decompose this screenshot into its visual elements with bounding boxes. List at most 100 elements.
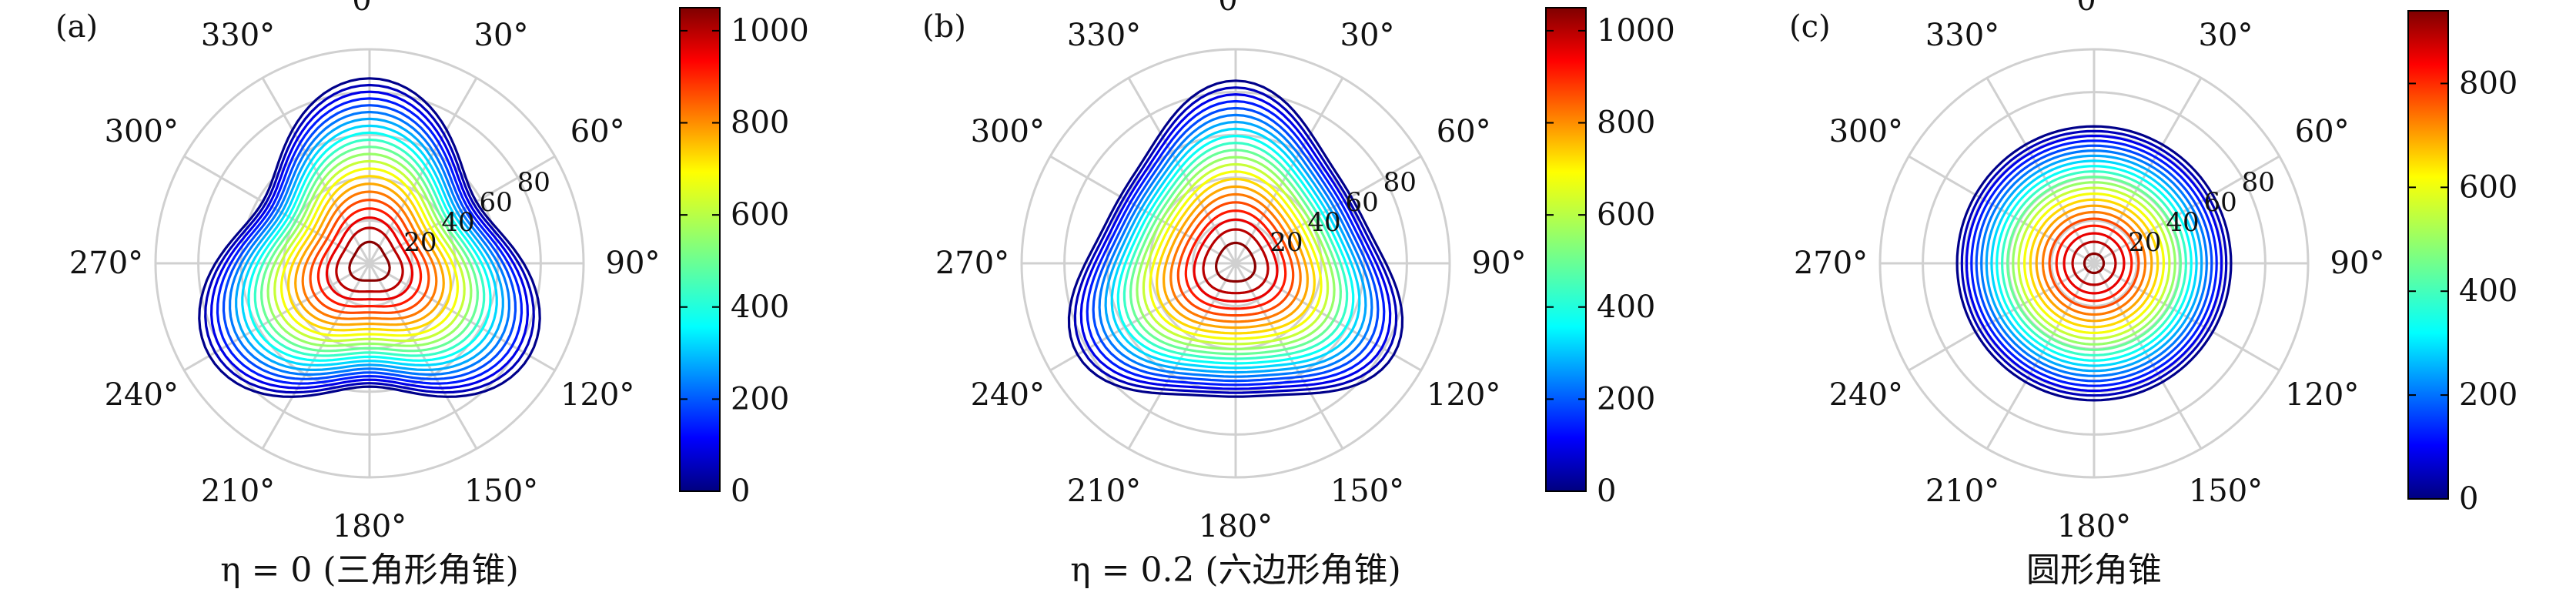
angular-tick: 0° xyxy=(1218,0,1253,18)
colorbar-tick: 600 xyxy=(731,197,789,233)
colorbar-ticks xyxy=(680,29,720,492)
angular-tick: 180° xyxy=(2057,509,2131,544)
contour-line xyxy=(279,167,460,337)
panel-b: (b) 0° 30° 60° 90° 120° 150° 180° 210° 2… xyxy=(922,0,1675,590)
colorbar-tick: 800 xyxy=(2459,65,2517,101)
angular-tick: 120° xyxy=(2285,377,2359,413)
contour-line xyxy=(286,175,453,332)
contour-line xyxy=(1176,201,1295,317)
contour-line xyxy=(2029,198,2159,329)
contour-line xyxy=(348,240,391,282)
panel-label: (a) xyxy=(55,9,98,45)
panel-caption: η = 0 (三角形角锥) xyxy=(220,550,519,590)
angular-tick: 210° xyxy=(1925,474,1999,509)
angular-tick: 90° xyxy=(2330,246,2385,281)
colorbar-tick: 800 xyxy=(731,105,789,141)
colorbar-tick: 400 xyxy=(731,289,789,325)
grid-spoke xyxy=(1234,77,1344,264)
contour-line xyxy=(204,83,535,394)
angular-tick: 150° xyxy=(1330,474,1404,509)
contour-line xyxy=(1975,144,2213,383)
radial-tick-labels: 20 40 60 80 xyxy=(403,167,550,258)
angular-tick: 60° xyxy=(2295,114,2350,149)
colorbar-tick: 600 xyxy=(1597,197,1655,233)
colorbar-gradient xyxy=(2407,10,2449,500)
colorbar-tick-labels: 0 200 400 600 800 1000 xyxy=(731,13,809,509)
grid-spoke xyxy=(1127,77,1237,264)
angular-tick: 120° xyxy=(560,377,634,413)
contour-lines xyxy=(198,77,541,398)
angular-tick: 90° xyxy=(606,246,661,281)
panel-caption: 圆形角锥 xyxy=(2026,550,2162,590)
contour-line xyxy=(2000,169,2188,357)
panel-c: (c) 0° 30° 60° 90° 120° 150° 180° 210° 2… xyxy=(1789,0,2517,590)
contour-line xyxy=(228,110,511,376)
contour-line xyxy=(2071,240,2117,286)
colorbar-tick: 200 xyxy=(1597,381,1655,417)
contour-line xyxy=(1092,106,1380,383)
contour-line xyxy=(273,159,466,343)
radial-tick: 60 xyxy=(2203,187,2236,218)
polar-grid xyxy=(1878,48,2310,479)
colorbar-ticks xyxy=(1546,29,1586,492)
contour-line xyxy=(1970,139,2218,387)
contour-line xyxy=(253,138,486,357)
angular-tick: 210° xyxy=(1067,474,1141,509)
contour-line xyxy=(325,216,414,301)
contour-line xyxy=(2048,217,2140,310)
contour-line xyxy=(1104,120,1367,374)
colorbar-tick: 200 xyxy=(2459,377,2517,413)
contour-line xyxy=(1980,149,2208,377)
contour-line xyxy=(1079,92,1392,390)
angular-tick: 240° xyxy=(105,377,179,413)
colorbar: 0 200 400 600 800 1000 xyxy=(1545,7,1675,509)
contour-line xyxy=(198,77,541,398)
contour-line xyxy=(1996,165,2193,362)
contour-line xyxy=(1067,79,1404,398)
radial-tick: 80 xyxy=(517,167,550,198)
angular-tick: 150° xyxy=(2189,474,2263,509)
colorbar-ticks xyxy=(2408,82,2448,500)
angular-tick: 300° xyxy=(105,114,179,149)
colorbar-tick: 1000 xyxy=(731,13,809,49)
contour-line xyxy=(2041,210,2147,316)
angular-tick-labels: 0° 30° 60° 90° 120° 150° 180° 210° 240° … xyxy=(1794,0,2385,544)
contour-line xyxy=(1136,156,1336,350)
contour-line xyxy=(294,182,445,326)
angular-tick: 270° xyxy=(1794,246,1868,281)
angular-tick: 270° xyxy=(935,246,1009,281)
grid-spoke xyxy=(1234,263,1344,450)
panel-label: (b) xyxy=(922,9,966,45)
angular-tick-labels: 0° 30° 60° 90° 120° 150° 180° 210° 240° … xyxy=(69,0,661,544)
contour-line xyxy=(1960,129,2228,397)
radial-tick: 80 xyxy=(2242,167,2275,198)
polar-plot: 0° 30° 60° 90° 120° 150° 180° 210° 240° … xyxy=(69,0,661,544)
contour-line xyxy=(241,124,498,367)
colorbar-tick: 800 xyxy=(1597,105,1655,141)
grid-spoke xyxy=(1235,155,1422,265)
angular-tick: 30° xyxy=(474,18,529,53)
angular-tick: 0° xyxy=(2076,0,2111,18)
radial-tick: 20 xyxy=(2128,227,2161,258)
colorbar-tick: 1000 xyxy=(1597,13,1675,49)
colorbar: 0 200 400 600 800 xyxy=(2407,10,2517,517)
contour-line xyxy=(309,198,430,314)
panel-label: (c) xyxy=(1789,9,1831,45)
angular-tick: 90° xyxy=(1472,246,1527,281)
panel-caption: η = 0.2 (六边形角锥) xyxy=(1070,550,1401,590)
colorbar-tick: 0 xyxy=(731,474,750,509)
contour-lines xyxy=(1067,79,1404,398)
contour-line xyxy=(1184,209,1287,310)
contour-line xyxy=(2006,175,2183,352)
radial-tick: 20 xyxy=(1270,227,1303,258)
contour-line xyxy=(1214,241,1257,283)
contour-lines xyxy=(1955,125,2233,402)
colorbar-tick: 600 xyxy=(2459,169,2517,205)
contour-line xyxy=(1073,86,1398,394)
contour-line xyxy=(1122,141,1349,360)
angular-tick: 30° xyxy=(2199,18,2253,53)
angular-tick: 210° xyxy=(201,474,275,509)
contour-line xyxy=(1149,170,1323,340)
contour-line xyxy=(209,90,530,390)
radial-tick: 40 xyxy=(1307,207,1340,238)
